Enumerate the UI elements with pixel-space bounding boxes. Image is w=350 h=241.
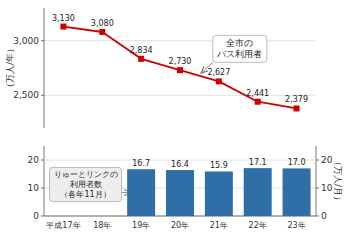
x-tick-label: 19年 (132, 221, 150, 230)
annotation-line: りゅーとリンクの (54, 170, 118, 179)
y2-axis-line (316, 146, 317, 216)
data-label: 2,441 (246, 89, 269, 98)
y-axis-line (44, 146, 45, 216)
marker (99, 29, 105, 35)
data-label: 2,834 (130, 46, 153, 55)
data-labels: 16.7 16.4 15.9 17.1 17.0 (132, 158, 305, 170)
line (63, 27, 296, 109)
y-tick-label: 3,000 (13, 36, 39, 46)
marks (60, 24, 299, 112)
x-tick-label: 22年 (249, 221, 267, 230)
annotation-line: （各年11月） (60, 190, 110, 199)
annotation-line: 全市の (226, 38, 253, 48)
y-tick-label: 10 (28, 183, 40, 193)
y2-tick-label: 20 (321, 155, 333, 165)
data-label: 15.9 (210, 161, 228, 170)
x-tick-label: 18年 (93, 221, 111, 230)
grid-line (44, 40, 316, 41)
y2-tick (316, 160, 319, 161)
data-label: 16.7 (132, 159, 150, 168)
data-label: 3,080 (91, 19, 114, 28)
data-label: 3,130 (52, 14, 75, 23)
annotation: りゅーとリンクの利用者数（各年11月） (50, 167, 122, 201)
y2-tick (316, 188, 319, 189)
marker (177, 67, 183, 73)
y2-tick (316, 216, 319, 217)
y2-tick-label: 0 (321, 211, 327, 221)
y-tick (41, 95, 44, 96)
marker (255, 99, 261, 105)
data-label: 2,730 (169, 57, 192, 66)
data-label: 17.0 (288, 158, 306, 167)
marker (138, 56, 144, 62)
bar (127, 169, 155, 216)
annotation-arrow (122, 192, 132, 193)
x-tick-label: 21年 (210, 221, 228, 230)
data-label: 2,379 (285, 95, 308, 104)
chart: 2,500 3,000（万人/年） 3,130 3,080 2,834 2,730 2,62… (0, 0, 350, 241)
annotation: 全市のバス利用者 (213, 35, 267, 62)
grid-line (44, 95, 316, 96)
bar (283, 168, 311, 216)
y-tick (41, 40, 44, 41)
annotation-arrow (201, 62, 213, 73)
annotation-box (213, 35, 267, 62)
annotation-text: 全市のバス利用者 (216, 38, 262, 59)
annotation-line: バス利用者 (216, 49, 262, 59)
marker (294, 105, 300, 111)
x-tick-label: 23年 (287, 221, 305, 230)
bar (166, 170, 194, 216)
data-label: 2,627 (207, 68, 230, 77)
y2-tick-label: 10 (321, 183, 333, 193)
data-labels: 3,130 3,080 2,834 2,730 2,627 2,441 2,379 (52, 14, 308, 105)
bar-panel: 0 10 20 0 10 20 平成17年 18年 19年 20年 21年 22年 23年 （万人/月） 1… (28, 146, 343, 230)
x-tick-label: 平成17年 (46, 221, 80, 230)
y-tick-label: 0 (33, 211, 39, 221)
data-label: 16.4 (171, 160, 189, 169)
x-tick-label: 20年 (171, 221, 189, 230)
y-tick (41, 188, 44, 189)
line-panel: 2,500 3,000（万人/年） 3,130 3,080 2,834 2,730 2,62… (5, 8, 316, 128)
annotation-box (50, 167, 122, 201)
y-tick (41, 160, 44, 161)
y-tick-label: 2,500 (13, 90, 39, 100)
annotation-line: 利用者数 (70, 180, 102, 189)
marks (127, 168, 310, 216)
y2-axis-label: （万人/月） (333, 157, 343, 205)
bar (244, 168, 272, 216)
y-tick-label: 20 (28, 155, 40, 165)
data-label: 17.1 (249, 158, 267, 167)
bar (205, 171, 233, 216)
annotation-text: りゅーとリンクの利用者数（各年11月） (54, 170, 118, 198)
y-axis-line (44, 8, 45, 128)
marker (216, 78, 222, 84)
marker (60, 24, 66, 30)
y-tick (41, 216, 44, 217)
y-axis-label: （万人/年） (5, 44, 15, 92)
